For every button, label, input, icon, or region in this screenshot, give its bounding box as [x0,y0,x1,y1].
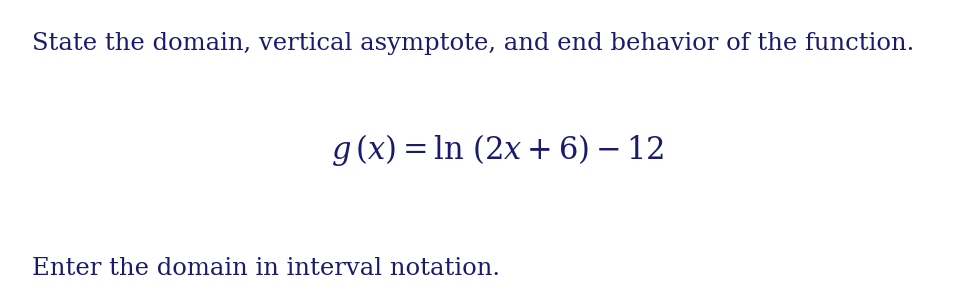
Text: Enter the domain in interval notation.: Enter the domain in interval notation. [32,257,499,280]
Text: $g\,(x) = \ln\,(2x + 6) - 12$: $g\,(x) = \ln\,(2x + 6) - 12$ [330,132,665,169]
Text: State the domain, vertical asymptote, and end behavior of the function.: State the domain, vertical asymptote, an… [32,32,914,54]
